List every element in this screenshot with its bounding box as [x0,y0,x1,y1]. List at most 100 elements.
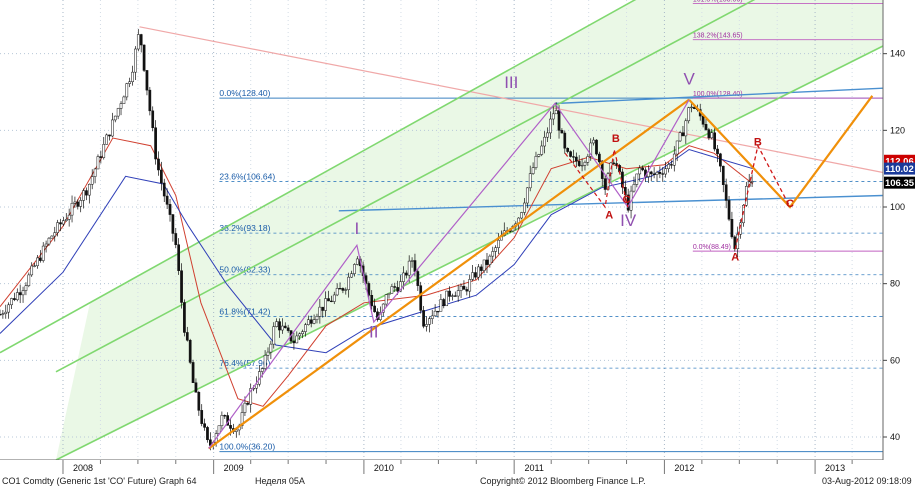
candle-body [301,331,304,335]
candle-body [330,300,333,303]
candle-body [655,171,659,175]
vertical-grid [62,0,853,460]
candle-body [436,310,440,313]
candle-body [1,313,5,315]
y-axis-tick-label: 40 [890,432,900,442]
candle-body [474,272,477,278]
x-axis-tick-label: 2011 [524,463,543,473]
candle-body [283,325,287,329]
candle-body [716,148,719,155]
candle-body [76,201,80,207]
candle-body [560,130,564,134]
candle-body [428,318,431,325]
candle-body [312,319,316,324]
candle-body [721,165,725,185]
wave-label: II [369,322,378,341]
abc-projection-2012 [734,143,791,250]
candle-body [272,326,276,345]
candle-body [321,306,325,311]
candle-body [370,295,374,307]
blue-trendline [338,194,884,212]
candle-body [598,153,601,163]
price-tag [884,176,915,189]
candle-body [355,258,359,265]
candle-body [269,343,273,353]
candle-body [324,298,327,311]
candle-body [15,292,19,301]
candle-body [551,113,555,120]
fib-level-label: 61.8%(71.42) [219,307,270,317]
candle-body [7,304,10,313]
candle-body [82,190,85,201]
candle-body [67,214,71,220]
candle-body [174,233,178,245]
candle-body [21,290,25,296]
candle-body [485,259,489,265]
candle-body [425,324,428,327]
candle-body [523,202,526,213]
candle-body [139,34,143,46]
candle-body [93,168,97,177]
candle-body [393,286,397,288]
candle-body [574,156,578,162]
candle-body [229,425,232,429]
candle-body [318,306,322,317]
blue-trendline [554,87,884,105]
candle-body [367,283,371,296]
candle-body [105,134,108,145]
candle-body [295,335,299,344]
x-axis-tick-label: 2012 [674,463,694,473]
candle-body [488,255,492,265]
candle-body [603,178,607,190]
candle-body [707,129,711,139]
y-axis-tick-label: 80 [890,279,900,289]
fib-extension-label: 138.2%(143.65) [693,33,743,40]
candle-body [549,118,552,134]
candle-body [27,274,31,286]
candle-body [557,110,561,131]
candle-body [448,290,451,297]
candle-body [128,81,132,84]
wave-label: C [623,194,631,206]
candle-body [525,187,529,204]
candle-body [724,184,728,201]
candle-body [165,195,169,205]
candle-body [154,127,157,160]
candle-body [64,219,68,221]
candle-body [10,298,13,306]
candle-body [185,332,189,341]
fib-level-label: 0.0%(128.40) [219,88,270,98]
candle-body [456,290,460,297]
fib-extension-label: 161.8%(153.06) [693,0,743,4]
price-tag-label: 110.02 [885,164,914,175]
candle-body [684,120,688,137]
candle-body [70,203,74,216]
candle-body [240,412,244,426]
elliott-wave-path [208,99,690,449]
candle-body [136,34,140,50]
candle-body [113,115,117,121]
candle-body [338,288,342,290]
candle-body [162,182,166,197]
candle-body [583,161,587,166]
candle-body [41,245,45,261]
candle-body [528,173,532,189]
candle-body [750,181,754,183]
candle-body [30,265,34,276]
candle-body [419,285,423,311]
candle-body [327,298,330,302]
candle-body [727,200,731,220]
candle-body [577,161,581,166]
candle-body [546,132,549,138]
candle-body [90,176,94,185]
candle-body [278,321,281,331]
candle-body [652,173,656,175]
candle-body [249,388,253,405]
candle-body [494,247,497,252]
candle-body [566,147,570,152]
candle-body [373,305,376,313]
candle-body [612,162,616,164]
candle-body [79,200,83,207]
fib-level-label: 38.2%(93.18) [219,223,270,233]
